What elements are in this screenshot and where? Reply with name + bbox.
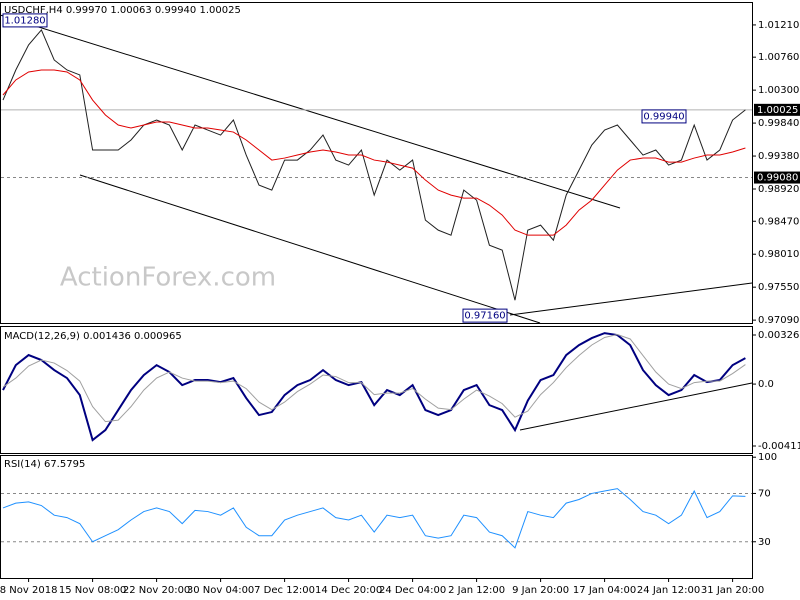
y-tick-label: 1.01210 bbox=[758, 20, 799, 31]
x-tick-label: 24 Jan 12:00 bbox=[637, 585, 700, 596]
rsi-panel bbox=[0, 455, 753, 579]
trendline bbox=[519, 382, 753, 431]
annotation-box bbox=[641, 109, 687, 124]
y-tick-label: 0.97090 bbox=[758, 315, 799, 326]
x-tick-label: 30 Nov 04:00 bbox=[187, 585, 254, 596]
y-tick-label: 100 bbox=[758, 452, 777, 463]
x-tick-label: 24 Dec 04:00 bbox=[379, 585, 446, 596]
annotation-label: 0.97160 bbox=[464, 311, 505, 322]
level-tag bbox=[754, 171, 800, 184]
x-tick-label: 8 Nov 2018 bbox=[0, 585, 57, 596]
trendline bbox=[509, 282, 753, 316]
x-tick-label: 9 Jan 20:00 bbox=[512, 585, 569, 596]
x-tick-label: 14 Dec 20:00 bbox=[315, 585, 382, 596]
rsi-header: RSI(14) 67.5795 bbox=[4, 459, 85, 470]
x-tick-label: 17 Jan 04:00 bbox=[573, 585, 636, 596]
x-tick-label: 31 Jan 20:00 bbox=[701, 585, 764, 596]
y-tick-label: 0.98010 bbox=[758, 249, 799, 260]
macd-panel bbox=[0, 326, 753, 454]
x-tick-label: 7 Dec 12:00 bbox=[254, 585, 315, 596]
y-tick-label: 0.99380 bbox=[758, 151, 799, 162]
y-tick-label: 1.00300 bbox=[758, 85, 799, 96]
price-header: USDCHF,H4 0.99970 1.00063 0.99940 1.0002… bbox=[4, 5, 241, 16]
series-line bbox=[2, 488, 746, 549]
x-tick-label: 2 Jan 12:00 bbox=[448, 585, 505, 596]
series-line bbox=[2, 333, 746, 423]
macd-header: MACD(12,26,9) 0.001436 0.000965 bbox=[4, 331, 182, 342]
annotation-box bbox=[2, 13, 48, 28]
annotation-box bbox=[462, 308, 508, 323]
y-tick-label: 0.98470 bbox=[758, 216, 799, 227]
x-tick-label: 15 Nov 08:00 bbox=[59, 585, 126, 596]
y-tick-label: 0.0 bbox=[758, 379, 774, 390]
trendlines bbox=[0, 14, 753, 431]
price-panel bbox=[0, 2, 753, 324]
y-tick-label: 0.98920 bbox=[758, 184, 799, 195]
y-tick-label: 70 bbox=[758, 488, 771, 499]
y-tick-label: -0.004119 bbox=[758, 441, 800, 452]
trendline bbox=[0, 14, 621, 209]
y-tick-label: 0.97550 bbox=[758, 282, 799, 293]
y-tick-label: 0.003265 bbox=[758, 330, 800, 341]
y-tick-label: 1.00760 bbox=[758, 52, 799, 63]
level-tag bbox=[754, 103, 800, 116]
x-tick-label: 22 Nov 20:00 bbox=[123, 585, 190, 596]
series-line bbox=[2, 29, 746, 301]
level-label: 0.99080 bbox=[757, 173, 798, 184]
series-line bbox=[2, 69, 746, 236]
series-line bbox=[2, 332, 746, 442]
y-tick-label: 0.99840 bbox=[758, 118, 799, 129]
trendline bbox=[79, 174, 541, 324]
y-tick-label: 30 bbox=[758, 537, 771, 548]
level-label: 1.00025 bbox=[757, 105, 798, 116]
annotation-label: 1.01280 bbox=[4, 15, 45, 26]
annotation-label: 0.99940 bbox=[643, 111, 684, 122]
watermark: ActionForex.com bbox=[60, 263, 276, 293]
